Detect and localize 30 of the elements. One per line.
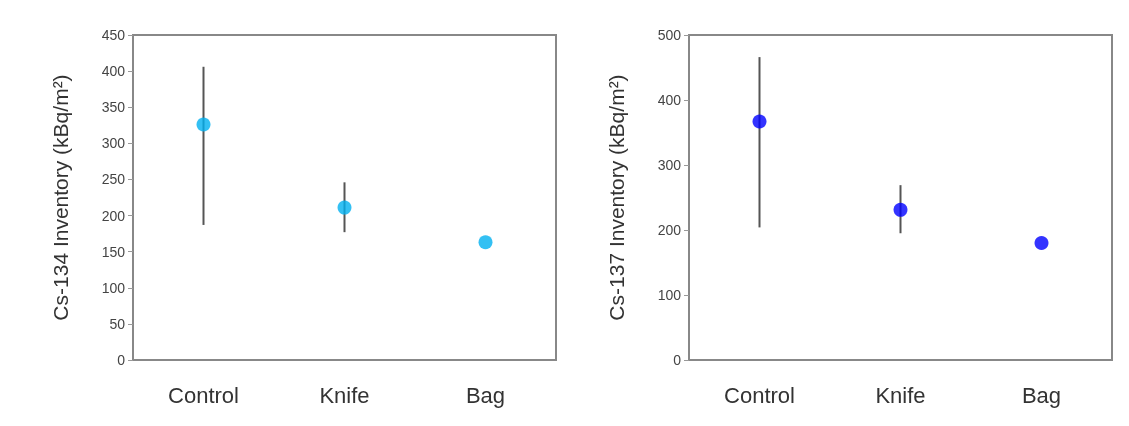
y-tick-label: 200	[101, 207, 126, 224]
y-tick-label: 350	[101, 99, 126, 116]
y-tick-label: 150	[101, 243, 126, 260]
x-tick-label: Bag	[465, 382, 506, 408]
point	[1034, 236, 1049, 250]
y-tick-label: 200	[657, 222, 682, 238]
point	[196, 117, 211, 132]
y-tick-label: 50	[109, 315, 126, 332]
x-tick-label: Knife	[875, 382, 926, 408]
x-tick-label: Control	[724, 382, 795, 408]
point	[752, 114, 767, 129]
x-tick-label: Knife	[319, 382, 370, 408]
y-axis-title: Cs-137 Inventory (kBq/m²)	[605, 74, 628, 321]
point	[337, 200, 352, 215]
y-tick-label: 0	[673, 352, 682, 368]
y-tick-label: 100	[101, 279, 126, 296]
y-tick-label: 450	[101, 27, 126, 43]
x-tick-label: Control	[168, 382, 239, 408]
y-tick-label: 500	[657, 27, 682, 43]
y-tick-label: 250	[101, 171, 126, 188]
x-tick-label: Bag	[1021, 382, 1062, 408]
y-tick-label: 300	[101, 135, 126, 152]
y-tick-label: 400	[657, 92, 682, 108]
y-axis-title: Cs-134 Inventory (kBq/m²)	[49, 74, 72, 321]
y-tick-label: 0	[117, 352, 126, 368]
y-tick-label: 100	[657, 287, 682, 303]
point	[478, 235, 493, 250]
point	[893, 202, 908, 217]
y-tick-label: 300	[657, 157, 682, 173]
y-tick-label: 400	[101, 63, 126, 80]
